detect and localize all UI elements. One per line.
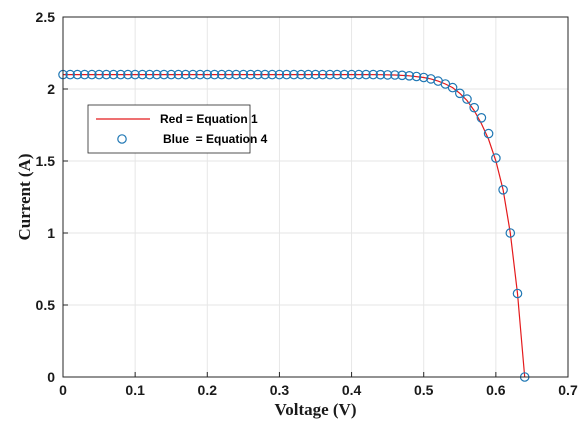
series-point-equation-4	[180, 69, 191, 80]
series-point-equation-4	[202, 69, 213, 80]
series-point-equation-4	[115, 69, 126, 80]
series-point-equation-4	[462, 94, 472, 104]
series-point-equation-4	[137, 69, 148, 80]
series-point-equation-4	[418, 72, 429, 83]
series-point-equation-4	[144, 69, 155, 80]
series-point-equation-4	[411, 71, 422, 82]
series-point-equation-4	[281, 69, 292, 80]
x-tick-label: 0.1	[125, 382, 145, 398]
series-point-equation-4	[195, 69, 205, 80]
series-point-equation-4	[404, 71, 415, 81]
series-point-equation-4	[159, 69, 169, 80]
series-layer	[58, 69, 530, 382]
series-point-equation-4	[353, 69, 364, 80]
y-axis-title: Current (A)	[15, 153, 34, 240]
series-point-equation-4	[296, 69, 306, 80]
series-point-equation-4	[491, 153, 501, 163]
series-point-equation-4	[101, 69, 112, 80]
legend-box	[87, 104, 251, 154]
x-tick-label: 0.2	[198, 382, 218, 398]
series-point-equation-4	[447, 82, 458, 93]
ticks: 0 0.1 0.2 0.3 0.4 0.5 0.6 0.7 0 0.5 1 1.5 2 2.5	[36, 9, 578, 398]
series-point-equation-4	[260, 69, 270, 80]
series-point-equation-4	[289, 69, 299, 80]
x-axis-title: Voltage (V)	[275, 400, 357, 419]
x-tick-label: 0.4	[342, 382, 362, 398]
series-point-equation-4	[152, 69, 162, 80]
x-tick-label: 0.6	[486, 382, 506, 398]
series-point-equation-4	[303, 69, 314, 80]
legend-label-equation-1: Red = Equation 1	[160, 112, 258, 126]
series-point-equation-4	[245, 69, 256, 80]
series-point-equation-4	[188, 69, 198, 80]
series-point-equation-4	[209, 69, 220, 80]
x-tick-label: 0.5	[414, 382, 434, 398]
series-point-equation-4	[426, 74, 436, 84]
series-point-equation-4	[498, 185, 508, 195]
series-point-equation-4	[216, 69, 227, 80]
plot-frame	[62, 16, 569, 378]
series-point-equation-4	[454, 88, 465, 99]
series-point-equation-4	[65, 69, 75, 80]
series-point-equation-4	[130, 69, 140, 80]
series-point-equation-4	[390, 70, 400, 80]
series-point-equation-4	[332, 69, 342, 80]
series-point-equation-4	[512, 288, 523, 299]
series-point-equation-4	[87, 69, 97, 80]
series-point-equation-4	[94, 69, 104, 80]
series-point-equation-4	[325, 69, 335, 80]
y-tick-label: 2.5	[36, 9, 56, 25]
series-point-equation-4	[346, 69, 357, 80]
series-point-equation-4	[397, 70, 407, 81]
series-point-equation-4	[476, 113, 487, 123]
series-point-equation-4	[166, 69, 176, 80]
series-point-equation-4	[238, 69, 249, 80]
series-point-equation-4	[252, 69, 263, 80]
series-point-equation-4	[108, 69, 119, 80]
legend-label-equation-4: Blue = Equation 4	[163, 132, 268, 146]
series-point-equation-4	[224, 69, 234, 80]
plot-area	[63, 17, 568, 377]
series-point-equation-4	[123, 69, 133, 80]
x-tick-label: 0.7	[558, 382, 578, 398]
x-tick-label: 0	[59, 382, 67, 398]
y-tick-label: 1	[47, 225, 55, 241]
series-point-equation-4	[382, 70, 393, 80]
series-point-equation-4	[173, 69, 184, 80]
series-point-equation-4	[79, 69, 90, 80]
x-tick-label: 0.3	[270, 382, 290, 398]
series-point-equation-4	[317, 69, 328, 80]
series-point-equation-4	[310, 69, 321, 80]
series-point-equation-4	[375, 69, 386, 80]
y-tick-label: 2	[47, 81, 55, 97]
series-point-equation-4	[274, 69, 285, 80]
y-tick-label: 1.5	[36, 153, 56, 169]
series-point-equation-4	[231, 69, 241, 80]
series-point-equation-4	[267, 69, 277, 80]
series-point-equation-4	[505, 228, 516, 238]
series-point-equation-4	[483, 128, 494, 139]
legend: Red = Equation 1 Blue = Equation 4	[87, 104, 268, 154]
y-tick-label: 0	[47, 369, 55, 385]
legend-marker-sample	[117, 134, 127, 144]
series-point-equation-4	[72, 69, 83, 80]
series-point-equation-4	[368, 69, 378, 80]
y-tick-label: 0.5	[36, 297, 56, 313]
series-point-equation-4	[339, 69, 350, 80]
series-point-equation-4	[469, 102, 479, 113]
series-point-equation-4	[361, 69, 371, 80]
